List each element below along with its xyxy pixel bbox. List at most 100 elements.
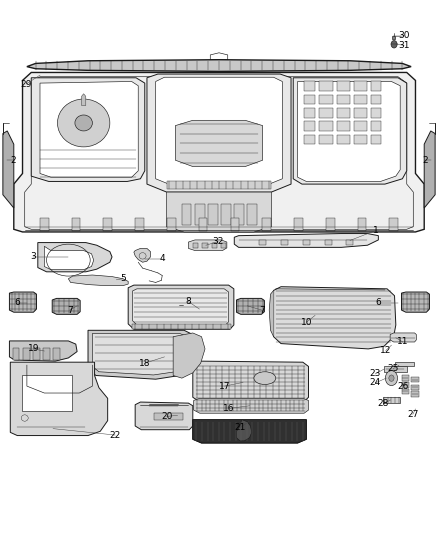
Bar — [304, 108, 315, 118]
Bar — [383, 397, 400, 402]
Bar — [337, 122, 350, 131]
Polygon shape — [44, 246, 94, 270]
Bar — [371, 82, 381, 91]
Bar — [319, 95, 332, 104]
Text: 7: 7 — [67, 305, 73, 314]
Polygon shape — [10, 292, 36, 312]
Polygon shape — [147, 74, 291, 192]
Bar — [182, 204, 191, 225]
Polygon shape — [38, 243, 112, 272]
Bar — [337, 95, 350, 104]
Bar — [337, 82, 350, 91]
Polygon shape — [193, 361, 308, 401]
Bar — [153, 413, 183, 419]
Bar — [319, 135, 332, 144]
Bar — [208, 204, 218, 225]
Bar — [103, 217, 112, 231]
Text: 32: 32 — [212, 237, 224, 246]
Text: 2: 2 — [422, 156, 428, 165]
Bar — [53, 348, 60, 360]
Polygon shape — [92, 334, 187, 375]
Bar — [337, 108, 350, 118]
Bar — [40, 217, 49, 231]
Polygon shape — [193, 419, 306, 443]
Bar — [221, 243, 226, 248]
Bar — [262, 217, 271, 231]
Bar — [371, 135, 381, 144]
Text: 1: 1 — [373, 226, 379, 235]
Bar — [281, 240, 288, 245]
Text: 21: 21 — [234, 423, 246, 432]
Bar — [23, 348, 29, 360]
Bar — [319, 108, 332, 118]
Text: 27: 27 — [407, 410, 419, 419]
Ellipse shape — [389, 375, 394, 381]
Text: 6: 6 — [14, 298, 20, 307]
Bar — [389, 217, 398, 231]
Bar — [357, 217, 366, 231]
Polygon shape — [188, 240, 227, 251]
Text: 7: 7 — [259, 305, 265, 314]
Text: 18: 18 — [139, 359, 151, 368]
Bar — [337, 135, 350, 144]
Bar — [402, 382, 410, 387]
Text: 2: 2 — [10, 156, 16, 165]
Polygon shape — [402, 292, 429, 312]
Bar — [354, 135, 367, 144]
Bar — [221, 204, 231, 225]
Bar — [411, 384, 419, 390]
Polygon shape — [11, 362, 108, 435]
Bar — [199, 217, 208, 231]
Text: 8: 8 — [186, 297, 191, 306]
Text: 4: 4 — [159, 254, 165, 263]
Polygon shape — [135, 402, 193, 430]
Polygon shape — [234, 233, 378, 247]
Polygon shape — [173, 333, 205, 378]
Bar — [135, 217, 144, 231]
Text: 12: 12 — [380, 346, 392, 355]
Text: 30: 30 — [399, 31, 410, 41]
Text: 20: 20 — [161, 412, 172, 421]
Bar — [354, 108, 367, 118]
Text: 3: 3 — [31, 253, 36, 261]
Polygon shape — [88, 330, 193, 379]
Polygon shape — [81, 94, 86, 106]
Bar — [212, 243, 217, 248]
Bar — [303, 240, 310, 245]
Text: 16: 16 — [223, 404, 235, 413]
Text: 10: 10 — [300, 318, 312, 327]
Bar — [304, 95, 315, 104]
Text: 24: 24 — [370, 378, 381, 387]
Text: 25: 25 — [388, 364, 399, 373]
Polygon shape — [166, 181, 272, 189]
Polygon shape — [10, 341, 77, 361]
Ellipse shape — [385, 370, 398, 385]
Bar — [384, 367, 407, 372]
Bar — [304, 122, 315, 131]
Bar — [411, 377, 419, 382]
Text: 29: 29 — [20, 79, 32, 88]
Polygon shape — [237, 419, 252, 441]
Ellipse shape — [254, 372, 276, 384]
Ellipse shape — [57, 99, 110, 147]
Polygon shape — [68, 275, 128, 286]
Bar — [371, 122, 381, 131]
Bar — [167, 217, 176, 231]
Polygon shape — [132, 324, 231, 329]
Polygon shape — [14, 72, 424, 232]
Bar — [230, 217, 239, 231]
Bar — [21, 375, 72, 411]
Polygon shape — [134, 248, 150, 262]
Bar — [395, 362, 414, 367]
Bar — [319, 82, 332, 91]
Polygon shape — [155, 77, 283, 184]
Bar — [326, 217, 335, 231]
Bar — [195, 204, 205, 225]
Polygon shape — [175, 120, 263, 166]
Polygon shape — [31, 78, 145, 181]
Polygon shape — [193, 419, 306, 443]
Bar — [354, 95, 367, 104]
Bar — [259, 240, 266, 245]
Text: 28: 28 — [378, 399, 389, 408]
Text: 11: 11 — [397, 337, 409, 346]
